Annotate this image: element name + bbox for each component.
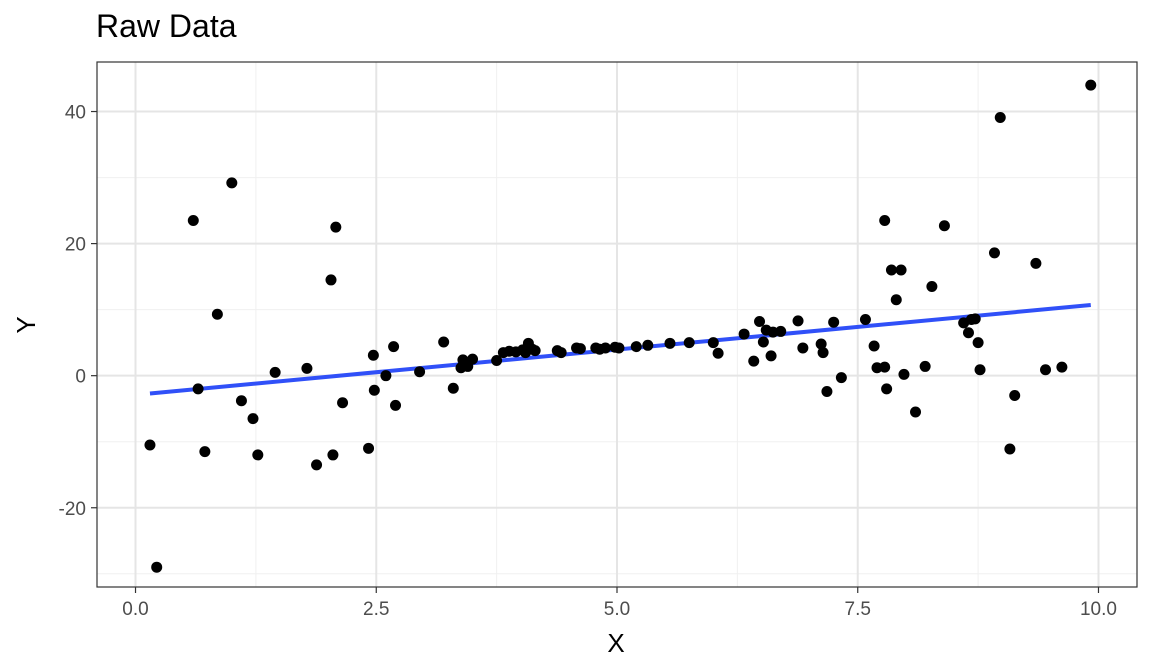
data-point — [447, 382, 459, 394]
data-point — [664, 337, 676, 349]
data-point — [775, 325, 787, 337]
data-point — [895, 264, 907, 276]
data-point — [337, 397, 349, 409]
data-point — [327, 449, 339, 461]
x-axis: 0.0 2.5 5.0 7.5 10.0 — [122, 587, 1117, 620]
data-point — [613, 342, 625, 354]
data-point — [988, 247, 1000, 259]
data-point — [898, 368, 910, 380]
data-point — [683, 337, 695, 349]
data-point — [910, 406, 922, 418]
y-tick-label: 40 — [65, 103, 86, 124]
data-point — [712, 347, 724, 359]
data-point — [754, 316, 766, 328]
data-point — [226, 177, 238, 189]
chart-title: Raw Data — [96, 8, 237, 44]
data-point — [859, 314, 871, 326]
data-point — [311, 459, 323, 471]
data-point — [817, 347, 829, 359]
data-point — [879, 214, 891, 226]
data-point — [757, 336, 769, 348]
data-point — [969, 313, 981, 325]
y-axis: -20 0 20 40 — [59, 103, 97, 520]
data-point — [363, 442, 375, 454]
data-point — [269, 366, 281, 378]
data-point — [815, 338, 827, 350]
x-tick-label: 10.0 — [1080, 599, 1117, 620]
data-point — [974, 364, 986, 376]
y-tick-label: 20 — [65, 235, 86, 256]
data-point — [599, 342, 611, 354]
x-tick-label: 0.0 — [122, 599, 148, 620]
data-point — [707, 337, 719, 349]
data-point — [330, 221, 342, 233]
data-point — [881, 383, 893, 395]
data-point — [792, 315, 804, 327]
data-point — [438, 336, 450, 348]
data-point — [388, 341, 400, 353]
x-tick-label: 2.5 — [363, 599, 389, 620]
y-axis-title: Y — [11, 316, 41, 333]
data-point — [797, 342, 809, 354]
data-point — [1085, 79, 1097, 91]
data-point — [1040, 364, 1052, 376]
data-point — [962, 327, 974, 339]
data-point — [252, 449, 264, 461]
data-point — [144, 439, 156, 451]
data-point — [187, 214, 199, 226]
data-point — [574, 343, 586, 355]
data-point — [555, 347, 567, 359]
grid-lines — [97, 62, 1137, 587]
data-point — [748, 355, 760, 367]
data-point — [301, 362, 313, 374]
data-point — [868, 340, 880, 352]
data-point — [491, 354, 503, 366]
data-point — [1009, 389, 1021, 401]
data-point — [828, 316, 840, 328]
y-tick-label: -20 — [59, 499, 86, 520]
data-point — [199, 446, 211, 458]
x-axis-title: X — [607, 628, 624, 658]
data-point — [821, 386, 833, 398]
data-point — [192, 383, 204, 395]
data-point — [235, 395, 247, 407]
data-point — [414, 366, 426, 378]
data-point — [972, 337, 984, 349]
data-point — [885, 264, 897, 276]
data-point — [1004, 443, 1016, 455]
y-tick-label: 0 — [75, 367, 86, 388]
data-point — [1030, 257, 1042, 269]
data-point — [529, 345, 541, 357]
data-point — [630, 341, 642, 353]
x-tick-label: 5.0 — [604, 599, 630, 620]
data-point — [367, 349, 379, 361]
data-points — [144, 79, 1097, 573]
data-point — [835, 372, 847, 384]
data-point — [879, 361, 891, 373]
data-point — [926, 281, 938, 293]
x-tick-label: 7.5 — [845, 599, 871, 620]
data-point — [890, 294, 902, 306]
data-point — [380, 370, 392, 382]
data-point — [738, 328, 750, 340]
data-point — [247, 413, 259, 425]
data-point — [919, 360, 931, 372]
data-point — [211, 308, 223, 320]
data-point — [938, 220, 950, 232]
data-point — [994, 111, 1006, 123]
data-point — [467, 353, 479, 365]
data-point — [642, 339, 654, 351]
data-point — [368, 384, 380, 396]
data-point — [325, 274, 337, 286]
data-point — [1056, 361, 1068, 373]
data-point — [390, 399, 402, 411]
data-point — [151, 561, 163, 573]
data-point — [765, 350, 777, 362]
